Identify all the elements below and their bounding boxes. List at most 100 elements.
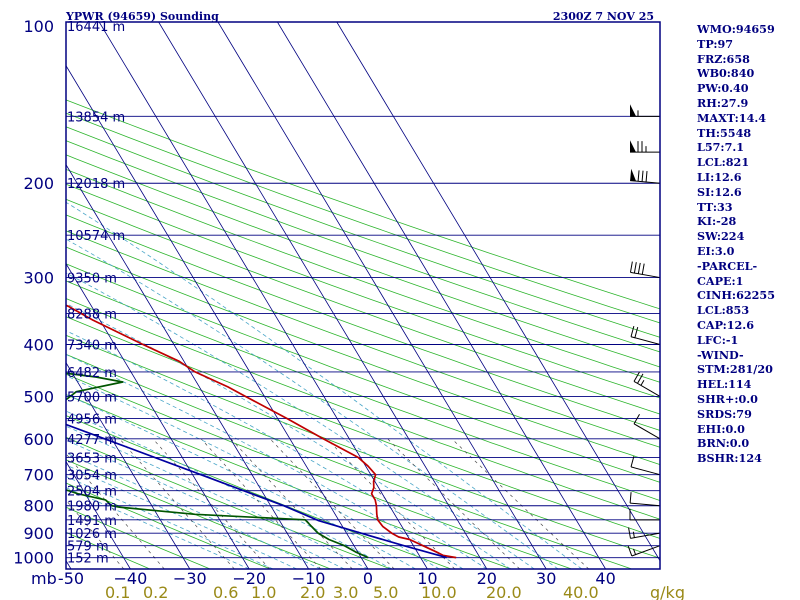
plot-frame	[65, 21, 661, 570]
index-item: SI:12.6	[697, 184, 742, 199]
dry-adiabat	[66, 415, 452, 569]
mixing-ratio-label: 10.0	[421, 583, 457, 600]
index-item: PW:0.40	[697, 81, 749, 96]
mixing-ratio-line	[66, 453, 165, 569]
barb-staff	[630, 271, 661, 279]
dry-adiabat	[66, 246, 660, 466]
height-label-400: 7340 m	[67, 338, 117, 353]
height-label-250: 10574 m	[67, 229, 125, 244]
barb-full	[641, 170, 644, 182]
moist-adiabat	[66, 201, 583, 569]
dry-adiabat	[66, 214, 660, 431]
temp-tick-label: −20	[232, 569, 266, 588]
dry-adiabat	[66, 198, 660, 415]
index-item: SW:224	[697, 229, 745, 244]
dry-adiabat	[66, 373, 572, 569]
height-label-200: 12018 m	[67, 177, 125, 192]
temp-tick-label: −30	[173, 569, 207, 588]
index-item: SHR+:0.0	[697, 391, 758, 406]
wind-barb	[629, 508, 660, 521]
mixing-ratio-line	[66, 499, 125, 569]
isotherm	[277, 22, 606, 569]
dewpoint-line	[66, 372, 369, 559]
wind-barb	[630, 104, 660, 117]
index-item: KI:-28	[697, 214, 737, 229]
height-label-550: 4956 m	[67, 413, 117, 428]
index-item: TP:97	[697, 36, 734, 51]
temp-tick-label: −40	[114, 569, 148, 588]
index-item: BSHR:124	[697, 451, 762, 466]
temp-tick-label: -50	[58, 569, 84, 588]
isotherm	[158, 22, 488, 569]
barb-flag	[630, 168, 637, 182]
temp-tick-label: −10	[292, 569, 326, 588]
wind-barb	[629, 492, 661, 507]
barb-staff	[630, 466, 661, 476]
isotherm	[66, 262, 250, 569]
mixing-ratio-line	[119, 438, 235, 569]
height-label-1000: 152 m	[67, 552, 109, 567]
barb-full	[637, 170, 640, 182]
height-label-450: 6482 m	[67, 366, 117, 381]
barb-full	[637, 373, 644, 384]
index-item: CAPE:1	[697, 273, 744, 288]
grid-lines	[66, 22, 660, 569]
pressure-unit-label: mb	[31, 569, 57, 588]
wind-barb	[633, 371, 661, 397]
barb-half	[632, 531, 635, 538]
mixing-ratio-label: 0.2	[143, 583, 168, 600]
mixing-ratio-line	[200, 438, 322, 569]
dry-adiabat	[66, 126, 660, 338]
height-label-500: 5700 m	[67, 390, 117, 405]
barb-full	[630, 456, 635, 468]
barb-half	[640, 379, 645, 386]
index-item: CINH:62255	[697, 288, 775, 303]
index-item: LCL:821	[697, 155, 750, 170]
barb-flag	[630, 140, 636, 153]
valid-time: 2300Z 7 NOV 25	[553, 10, 654, 23]
index-item: TH:5548	[697, 125, 752, 140]
dry-adiabat	[66, 112, 660, 324]
barb-full	[633, 414, 640, 425]
dry-adiabat	[66, 506, 211, 569]
indices-panel: WMO:94659 TP:97 FRZ:658 WB0:840 PW:0.40 RH:27…	[697, 22, 797, 466]
mixing-ratio-label: 20.0	[486, 583, 522, 600]
dry-adiabat	[66, 482, 271, 569]
pressure-label-1000: 1000	[13, 549, 54, 568]
wind-barb	[630, 168, 661, 184]
height-label-350: 8288 m	[67, 307, 117, 322]
dry-adiabat	[66, 183, 660, 399]
index-item: SRDS:79	[697, 406, 752, 421]
wind-barb	[630, 140, 660, 153]
wind-barbs	[627, 104, 661, 557]
barb-staff	[630, 502, 661, 507]
barb-full	[641, 263, 645, 275]
height-label-600: 4277 m	[67, 433, 117, 448]
mixing-ratio-line	[269, 438, 395, 569]
index-item: LCL:853	[697, 303, 750, 318]
barb-full	[637, 262, 641, 274]
dry-adiabat	[66, 230, 660, 448]
temp-tick-label: 30	[536, 569, 556, 588]
index-item: RH:27.9	[697, 95, 749, 110]
dry-adiabat	[66, 154, 660, 368]
isotherm	[217, 22, 547, 569]
moist-adiabat	[66, 464, 297, 569]
height-label-950: 579 m	[67, 540, 109, 555]
index-item: -WIND-	[697, 347, 744, 362]
index-item: CAP:12.6	[697, 317, 754, 332]
moist-adiabat	[66, 452, 321, 569]
dry-adiabat	[66, 334, 660, 559]
index-item: EHI:0.0	[697, 421, 745, 436]
index-item: HEL:114	[697, 377, 752, 392]
moist-adiabat	[66, 410, 392, 569]
dry-adiabat	[66, 394, 512, 569]
height-label-100: 16441 m	[67, 20, 125, 35]
dry-adiabat	[66, 298, 660, 520]
moist-adiabat	[66, 238, 559, 569]
wind-barb	[629, 261, 661, 279]
barb-staff	[631, 545, 661, 557]
mixing-ratio-line	[152, 438, 270, 569]
barb-full	[633, 371, 640, 382]
mixing-ratio-line	[451, 438, 590, 569]
